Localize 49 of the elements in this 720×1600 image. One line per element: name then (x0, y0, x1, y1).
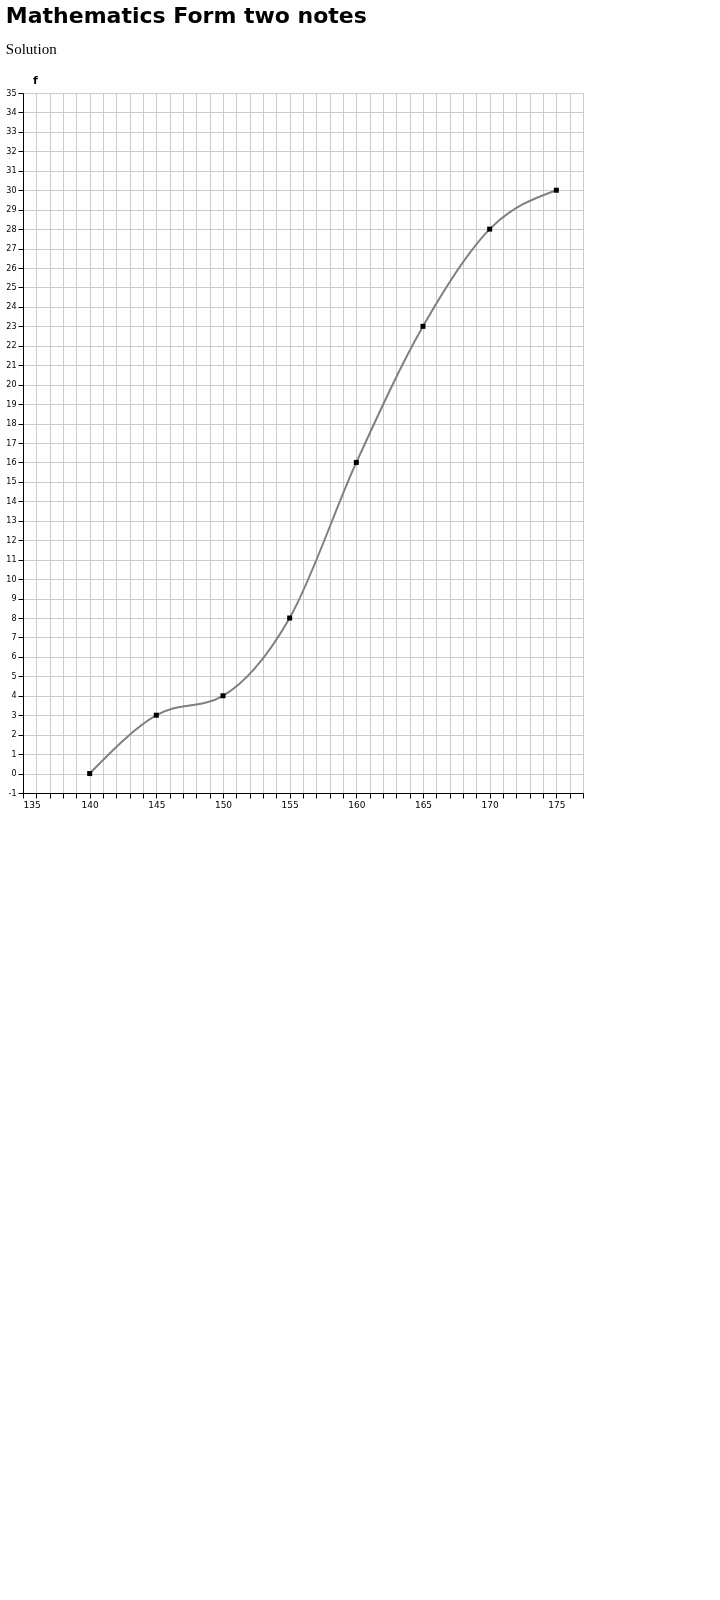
y-tick-label: 7 (11, 632, 17, 642)
y-tick-label: 8 (11, 613, 17, 623)
y-tick-label: 14 (6, 496, 17, 506)
y-tick-label: 26 (6, 263, 17, 273)
y-tick-label: -1 (8, 788, 17, 798)
x-tick-label: 155 (281, 799, 299, 810)
y-tick-label: 30 (6, 185, 17, 195)
y-tick-label: 18 (6, 419, 17, 429)
y-tick-label: 2 (11, 730, 17, 740)
y-tick-label: 35 (6, 88, 17, 98)
y-tick-label: 13 (6, 516, 17, 526)
y-tick-label: 25 (6, 282, 17, 292)
x-tick-label: 175 (548, 799, 566, 810)
y-tick-label: 16 (6, 457, 17, 467)
y-tick-label: 32 (6, 146, 17, 156)
y-tick-label: 20 (6, 380, 17, 390)
y-tick-label: 1 (11, 749, 17, 759)
y-tick-label: 23 (6, 321, 17, 331)
y-tick-label: 12 (6, 535, 17, 545)
y-tick-label: 19 (6, 399, 17, 409)
y-tick-label: 4 (11, 691, 17, 701)
y-tick-label: 11 (6, 555, 17, 565)
y-tick-label: 10 (6, 574, 17, 584)
y-tick-label: 27 (6, 244, 17, 254)
y-tick-label: 17 (6, 438, 17, 448)
y-tick-label: 31 (6, 166, 17, 176)
x-tick-label: 165 (414, 799, 433, 810)
y-axis-title: f (33, 73, 39, 87)
y-tick-label: 0 (11, 769, 17, 779)
chart-subtitle: Solution (5, 41, 58, 57)
y-tick-label: 6 (11, 652, 17, 662)
y-tick-label: 5 (11, 671, 17, 681)
x-tick-label: 150 (214, 799, 233, 810)
y-tick-label: 22 (6, 341, 17, 351)
y-tick-label: 15 (6, 477, 17, 487)
x-tick-label: 135 (23, 799, 41, 810)
x-tick-label: 140 (81, 799, 100, 810)
y-tick-label: 34 (6, 107, 17, 117)
x-tick-label: 145 (148, 799, 166, 810)
y-tick-label: 24 (6, 302, 17, 312)
x-tick-label: 170 (481, 799, 500, 810)
y-tick-label: 9 (11, 594, 17, 604)
y-tick-label: 21 (6, 360, 17, 370)
y-tick-label: 29 (6, 205, 17, 215)
chart-title: Mathematics Form two notes (5, 3, 367, 28)
y-tick-label: 33 (6, 127, 17, 137)
y-tick-label: 28 (6, 224, 17, 234)
y-tick-label: 3 (11, 710, 17, 720)
x-tick-label: 160 (348, 799, 366, 810)
